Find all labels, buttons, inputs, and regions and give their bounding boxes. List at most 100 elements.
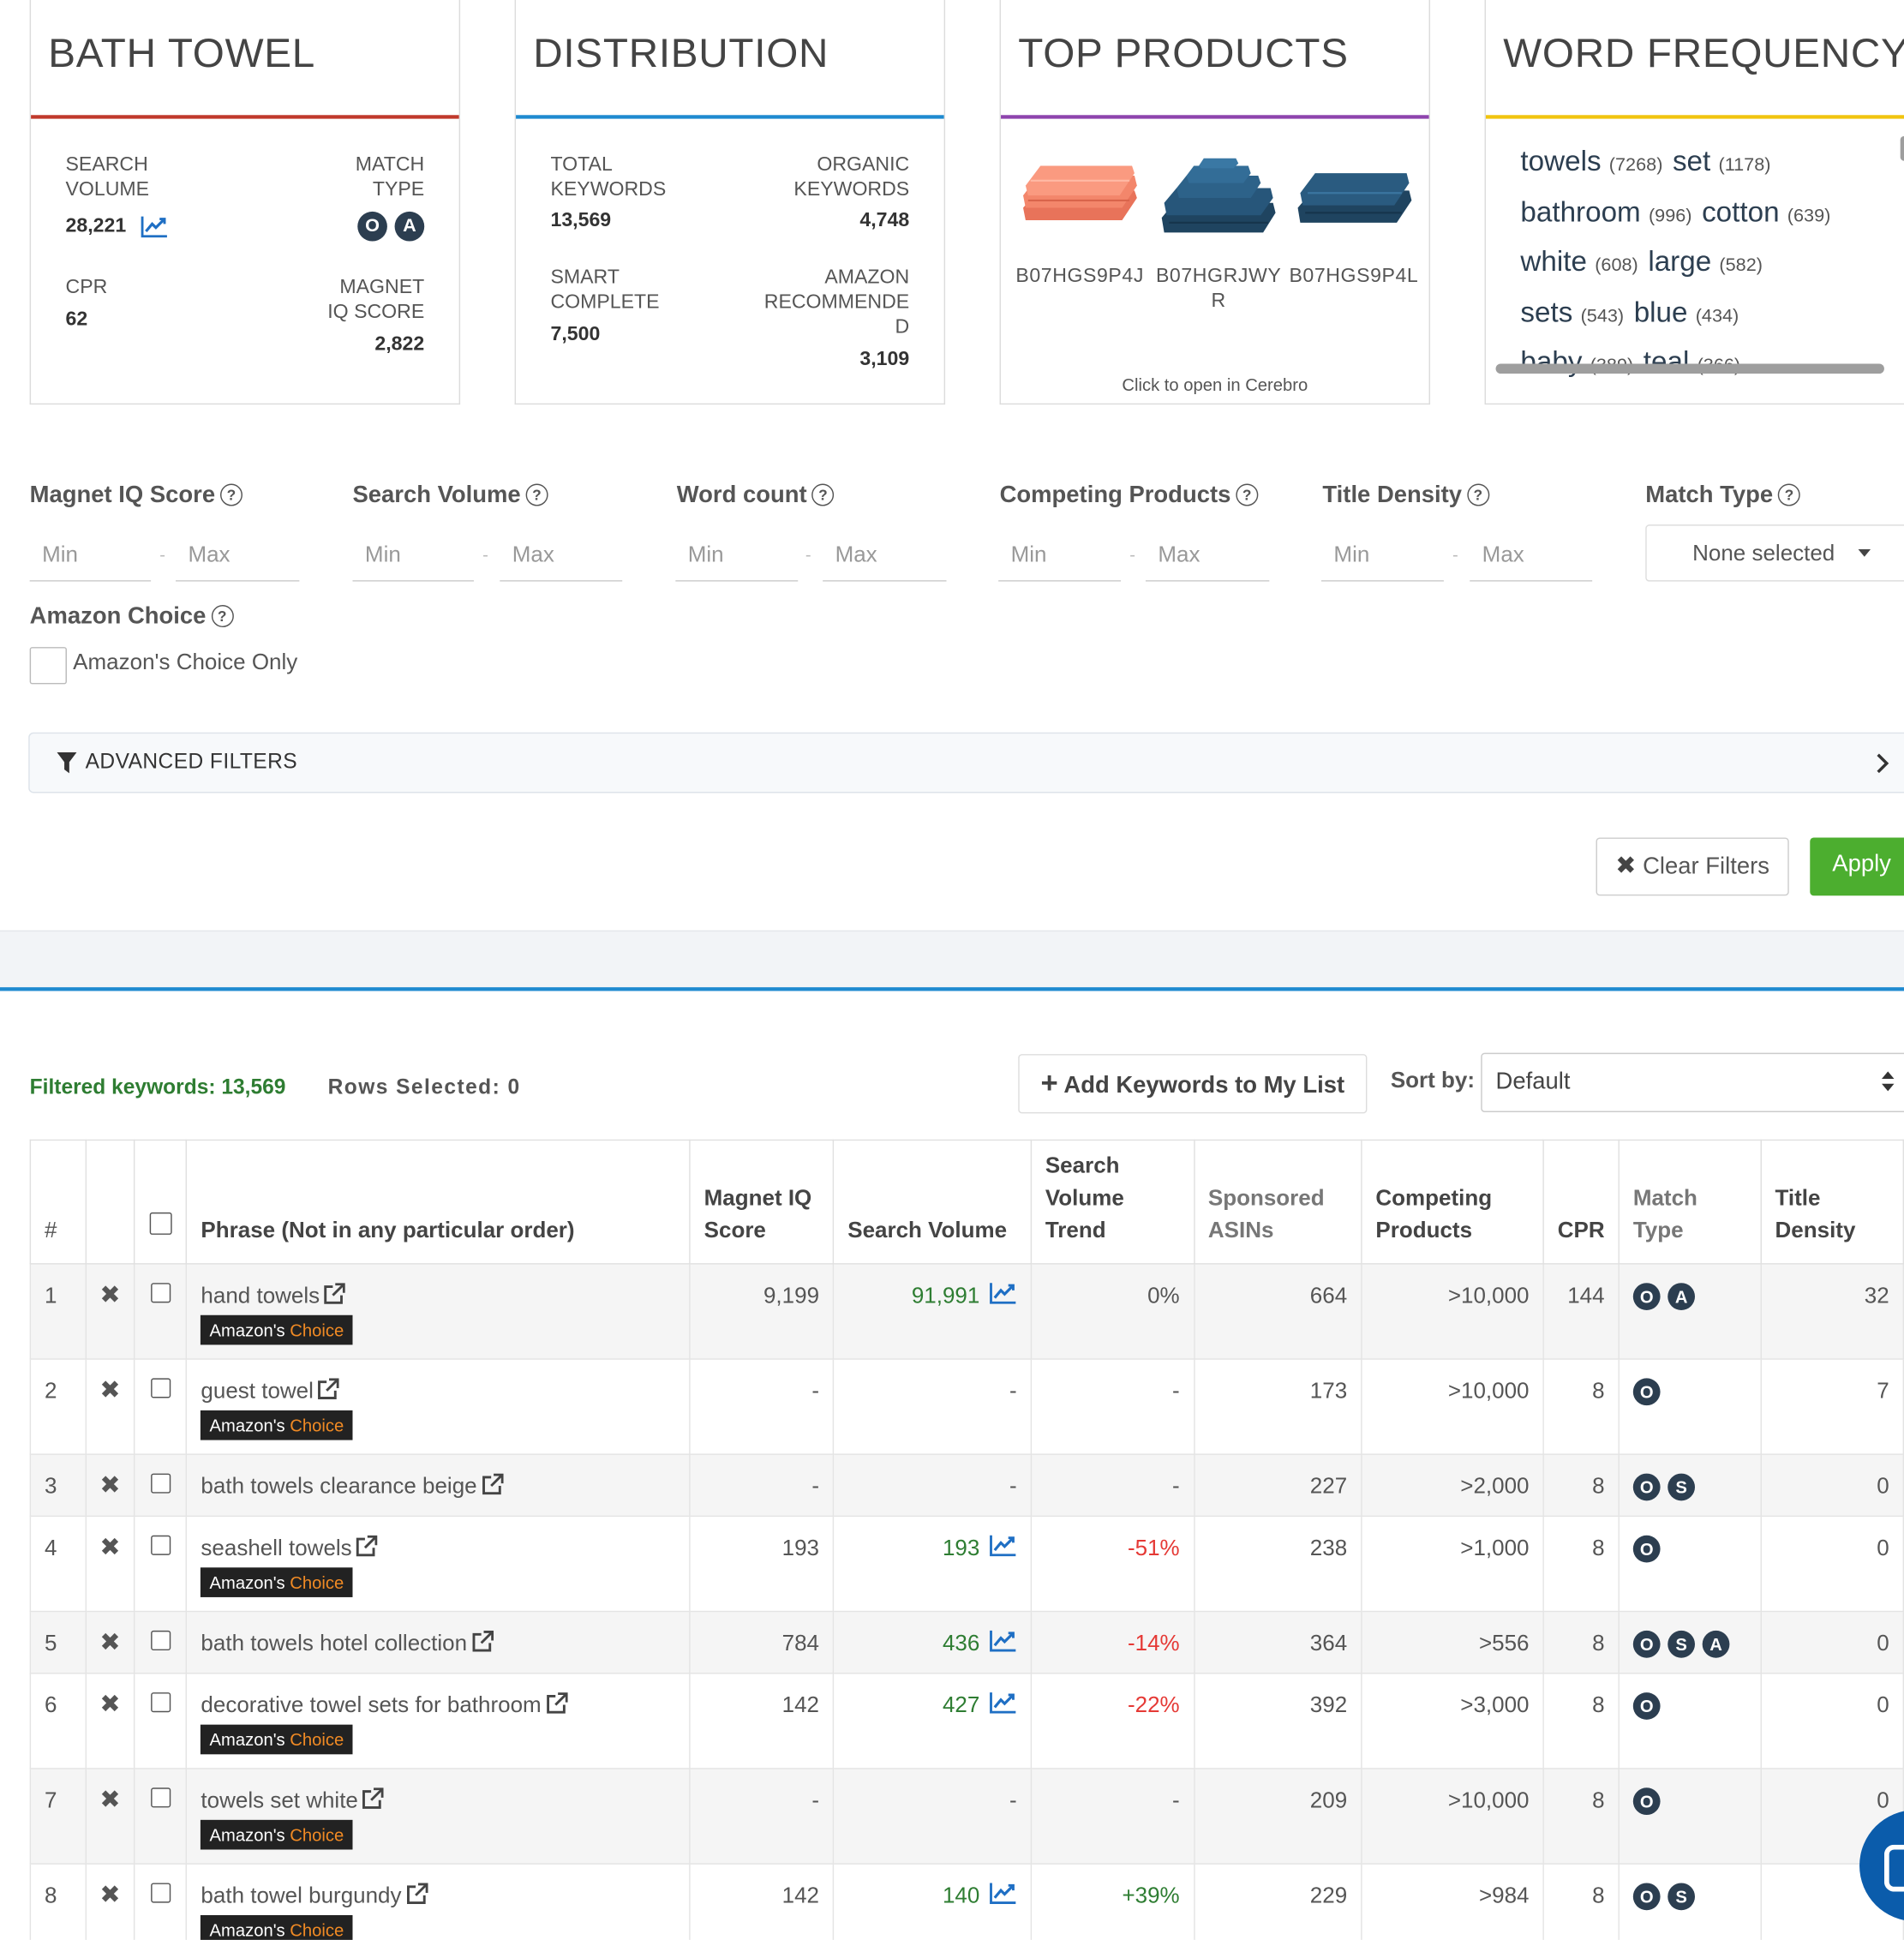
remove-row-icon[interactable]: ✖: [99, 1534, 121, 1562]
word-count-max-input[interactable]: Max: [823, 529, 947, 582]
trend-chart-icon[interactable]: [979, 1883, 1016, 1907]
col-header-number[interactable]: #: [29, 1139, 87, 1265]
remove-row-icon[interactable]: ✖: [99, 1281, 121, 1309]
advanced-filters-toggle[interactable]: ADVANCED FILTERS: [28, 732, 1904, 793]
help-icon[interactable]: ?: [811, 483, 835, 506]
phrase-link[interactable]: towels set white: [201, 1787, 358, 1813]
external-link-icon[interactable]: [477, 1473, 503, 1499]
external-link-icon[interactable]: [352, 1535, 378, 1560]
product-image-navy-towel-set[interactable]: [1157, 153, 1280, 237]
word-count-min-input[interactable]: Min: [675, 529, 799, 582]
table-row[interactable]: 8 ✖ bath towel burgundy Amazon's Choice 142 1…: [29, 1863, 1904, 1940]
external-link-icon[interactable]: [467, 1630, 494, 1656]
table-row[interactable]: 4 ✖ seashell towels Amazon's Choice 193 193 -5…: [29, 1515, 1904, 1613]
add-keywords-button[interactable]: + Add Keywords to My List: [1018, 1054, 1368, 1114]
word-frequency-word[interactable]: large: [1648, 244, 1712, 278]
table-row[interactable]: 7 ✖ towels set white Amazon's Choice - - -209 >…: [29, 1768, 1904, 1865]
external-link-icon[interactable]: [320, 1283, 346, 1308]
phrase-link[interactable]: decorative towel sets for bathroom: [201, 1692, 542, 1717]
word-frequency-word[interactable]: cotton: [1702, 195, 1780, 227]
external-link-icon[interactable]: [358, 1787, 385, 1812]
magnet-iq-min-input[interactable]: Min: [29, 529, 152, 582]
remove-row-icon[interactable]: ✖: [99, 1786, 121, 1814]
col-header-title-density[interactable]: Title Density: [1760, 1139, 1904, 1265]
search-volume-max-input[interactable]: Max: [500, 529, 623, 582]
asin-link-3[interactable]: B07HGS9P4L: [1289, 266, 1419, 287]
col-header-sponsored-asins[interactable]: Sponsored ASINs: [1193, 1139, 1362, 1265]
help-icon[interactable]: ?: [525, 483, 548, 506]
horizontal-scrollbar[interactable]: [1495, 363, 1884, 374]
phrase-link[interactable]: guest towel: [201, 1378, 314, 1404]
row-checkbox[interactable]: [150, 1535, 171, 1555]
trend-chart-icon[interactable]: [979, 1692, 1016, 1717]
table-row[interactable]: 1 ✖ hand towels Amazon's Choice 9,199 91,991 0…: [29, 1263, 1904, 1360]
product-image-coral-towels[interactable]: [1018, 159, 1141, 231]
word-frequency-word[interactable]: white: [1520, 244, 1587, 278]
col-header-phrase[interactable]: Phrase (Not in any particular order): [186, 1139, 691, 1265]
help-icon[interactable]: ?: [211, 605, 234, 628]
row-checkbox[interactable]: [150, 1473, 171, 1494]
row-checkbox[interactable]: [150, 1283, 171, 1303]
table-row[interactable]: 2 ✖ guest towel Amazon's Choice - - -173 >10,00…: [29, 1358, 1904, 1455]
remove-row-icon[interactable]: ✖: [99, 1629, 121, 1657]
row-checkbox[interactable]: [150, 1692, 171, 1713]
trend-chart-icon[interactable]: [979, 1535, 1016, 1560]
table-row[interactable]: 3 ✖ bath towels clearance beige - - -227 >2,00…: [29, 1453, 1904, 1518]
row-checkbox[interactable]: [150, 1630, 171, 1651]
help-icon[interactable]: ?: [219, 483, 242, 506]
phrase-link[interactable]: bath towels clearance beige: [201, 1473, 477, 1499]
remove-row-icon[interactable]: ✖: [99, 1472, 121, 1500]
title-density-min-input[interactable]: Min: [1320, 529, 1444, 582]
col-header-search-volume[interactable]: Search Volume: [832, 1139, 1032, 1265]
amazon-choice-only-label[interactable]: Amazon's Choice Only: [73, 649, 298, 674]
external-link-icon[interactable]: [402, 1883, 428, 1907]
magnet-iq-max-input[interactable]: Max: [176, 529, 300, 582]
caret-down-icon: [1858, 549, 1871, 557]
title-density-max-input[interactable]: Max: [1470, 529, 1593, 582]
phrase-link[interactable]: hand towels: [201, 1283, 320, 1308]
help-icon[interactable]: ?: [1777, 483, 1800, 506]
row-checkbox[interactable]: [150, 1883, 171, 1903]
col-header-competing-products[interactable]: Competing Products: [1361, 1139, 1544, 1265]
open-in-cerebro-hint[interactable]: Click to open in Cerebro: [1122, 374, 1308, 395]
phrase-link[interactable]: bath towels hotel collection: [201, 1630, 468, 1656]
match-type-select[interactable]: None selected: [1645, 524, 1904, 582]
remove-row-icon[interactable]: ✖: [99, 1376, 121, 1404]
help-icon[interactable]: ?: [1236, 483, 1259, 506]
table-row[interactable]: 6 ✖ decorative towel sets for bathroom Amaz…: [29, 1673, 1904, 1769]
apply-button[interactable]: Apply: [1810, 837, 1904, 896]
word-frequency-word[interactable]: set: [1672, 144, 1711, 177]
trend-chart-icon[interactable]: [979, 1283, 1016, 1308]
table-row[interactable]: 5 ✖ bath towels hotel collection 784 436 -14%…: [29, 1610, 1904, 1674]
word-frequency-word[interactable]: sets: [1520, 295, 1573, 327]
external-link-icon[interactable]: [542, 1692, 568, 1717]
word-frequency-word[interactable]: bathroom: [1520, 195, 1641, 227]
asin-link-1[interactable]: B07HGS9P4J: [1015, 266, 1144, 287]
trend-chart-icon[interactable]: [141, 215, 169, 238]
vertical-scrollbar[interactable]: [1900, 135, 1904, 161]
search-volume-min-input[interactable]: Min: [352, 529, 474, 582]
trend-chart-icon[interactable]: [979, 1630, 1016, 1656]
phrase-link[interactable]: bath towel burgundy: [201, 1883, 402, 1908]
competing-products-min-input[interactable]: Min: [998, 529, 1122, 582]
competing-products-max-input[interactable]: Max: [1145, 529, 1270, 582]
amazon-choice-only-checkbox[interactable]: [29, 647, 67, 685]
col-header-trend[interactable]: Search Volume Trend: [1030, 1139, 1194, 1265]
remove-row-icon[interactable]: ✖: [99, 1691, 121, 1719]
help-icon[interactable]: ?: [1466, 483, 1489, 506]
row-checkbox[interactable]: [150, 1378, 171, 1398]
col-header-match-type[interactable]: Match Type: [1618, 1139, 1762, 1265]
clear-filters-button[interactable]: ✖ Clear Filters: [1596, 837, 1789, 896]
row-checkbox[interactable]: [150, 1787, 171, 1808]
sort-by-select[interactable]: Default: [1481, 1052, 1904, 1112]
external-link-icon[interactable]: [314, 1378, 340, 1403]
word-frequency-word[interactable]: blue: [1633, 295, 1688, 327]
word-frequency-word[interactable]: towels: [1520, 144, 1602, 177]
product-image-navy-towels[interactable]: [1293, 164, 1416, 231]
phrase-link[interactable]: seashell towels: [201, 1535, 352, 1560]
remove-row-icon[interactable]: ✖: [99, 1882, 121, 1909]
col-header-cpr[interactable]: CPR: [1542, 1139, 1620, 1265]
col-header-magnet-iq[interactable]: Magnet IQ Score: [689, 1139, 835, 1265]
select-all-checkbox[interactable]: [149, 1212, 172, 1235]
asin-link-2[interactable]: B07HGRJWY R: [1155, 266, 1282, 312]
